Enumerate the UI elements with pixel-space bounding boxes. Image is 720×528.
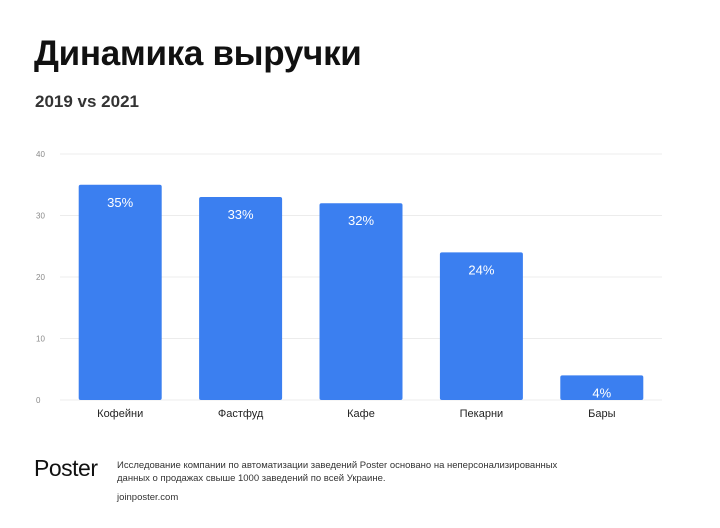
bar [319, 203, 403, 400]
bar [560, 375, 644, 400]
bar [78, 184, 162, 400]
footer-note: Исследование компании по автоматизации з… [117, 460, 558, 484]
y-tick-label: 20 [36, 273, 45, 282]
x-category-label: Кофейни [97, 408, 143, 420]
x-category-label: Фастфуд [218, 408, 264, 420]
y-tick-label: 0 [36, 396, 41, 405]
page-title: Динамика выручки [34, 34, 362, 73]
bar [439, 252, 523, 400]
y-tick-label: 10 [36, 335, 45, 344]
x-category-label: Пекарни [460, 408, 504, 420]
footer-url[interactable]: joinposter.com [117, 492, 179, 503]
bar-data-label: 35% [107, 195, 133, 210]
bar-chart: 0 10 20 30 40 35% Кофейни 33% Фастфуд 32% Кафе 24% П… [36, 150, 662, 420]
bar-data-label: 33% [228, 207, 254, 222]
bar [199, 197, 283, 400]
x-category-label: Кафе [347, 408, 375, 420]
y-tick-label: 40 [36, 150, 45, 159]
bar-data-label: 4% [592, 385, 611, 400]
bar-data-label: 32% [348, 213, 374, 228]
y-tick-label: 30 [36, 212, 45, 221]
x-category-label: Бары [588, 408, 615, 420]
poster-logo: Poster [34, 455, 98, 481]
bar-data-label: 24% [468, 262, 494, 277]
chart-subtitle: 2019 vs 2021 [35, 92, 139, 111]
